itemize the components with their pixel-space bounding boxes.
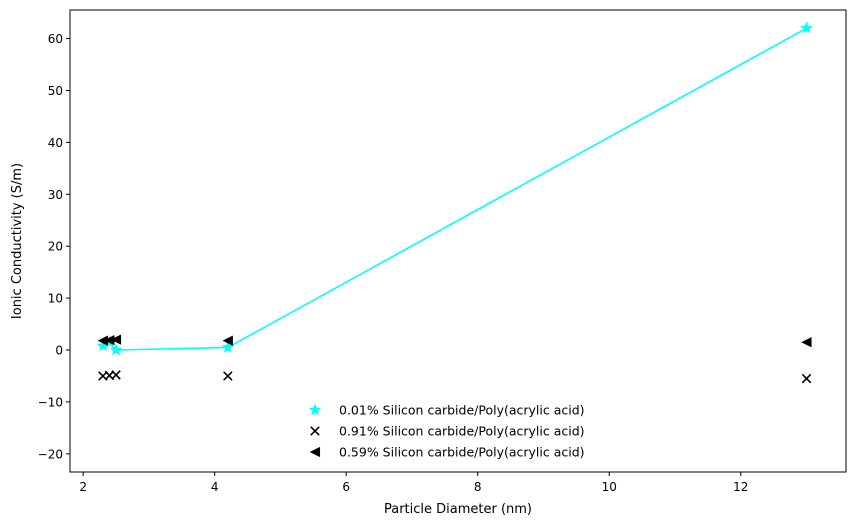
y-tick-label: −10 [38,395,63,409]
x-axis-label: Particle Diameter (nm) [384,502,532,517]
x-tick-label: 8 [474,480,482,494]
data-point [801,337,812,348]
y-tick-label: 0 [55,344,63,358]
legend-marker [310,426,320,436]
y-axis-label: Ionic Conductivity (S/m) [10,163,25,319]
x-tick-label: 10 [602,480,617,494]
x-axis-ticks: 2 4 6 8 10 12 [79,472,748,494]
plot-frame [69,9,847,473]
data-point [109,343,123,356]
y-tick-label: 10 [48,292,63,306]
legend-label: 0.01% Silicon carbide/Poly(acrylic acid) [339,403,585,418]
y-tick-label: 20 [48,240,63,254]
y-axis-ticks: −20 −10 0 10 20 30 40 50 60 [38,32,70,461]
legend-item: 0.01% Silicon carbide/Poly(acrylic acid) [308,403,585,418]
data-point [110,334,122,345]
x-tick-label: 12 [733,480,748,494]
y-tick-label: 40 [48,136,63,150]
legend-marker [308,403,322,416]
y-tick-label: 50 [48,84,63,98]
legend-label: 0.59% Silicon carbide/Poly(acrylic acid) [339,445,585,460]
data-point [111,370,121,380]
legend-item: 0.59% Silicon carbide/Poly(acrylic acid) [309,445,585,460]
plot-area [70,10,846,472]
data-point [222,335,233,346]
legend: 0.01% Silicon carbide/Poly(acrylic acid)… [308,403,585,460]
series-3 [97,334,812,348]
x-tick-label: 2 [79,480,87,494]
legend-label: 0.91% Silicon carbide/Poly(acrylic acid) [339,424,585,439]
data-point [221,340,235,353]
series-layer [96,21,813,384]
y-tick-label: 60 [48,32,63,46]
x-tick-label: 6 [342,480,350,494]
y-tick-label: −20 [38,447,63,461]
x-tick-label: 4 [211,480,219,494]
y-tick-label: 30 [48,188,63,202]
legend-item: 0.91% Silicon carbide/Poly(acrylic acid) [310,424,585,439]
series-2 [98,370,812,384]
legend-marker [309,446,321,458]
data-point [800,21,813,34]
data-point [223,371,233,381]
data-point [801,373,812,384]
